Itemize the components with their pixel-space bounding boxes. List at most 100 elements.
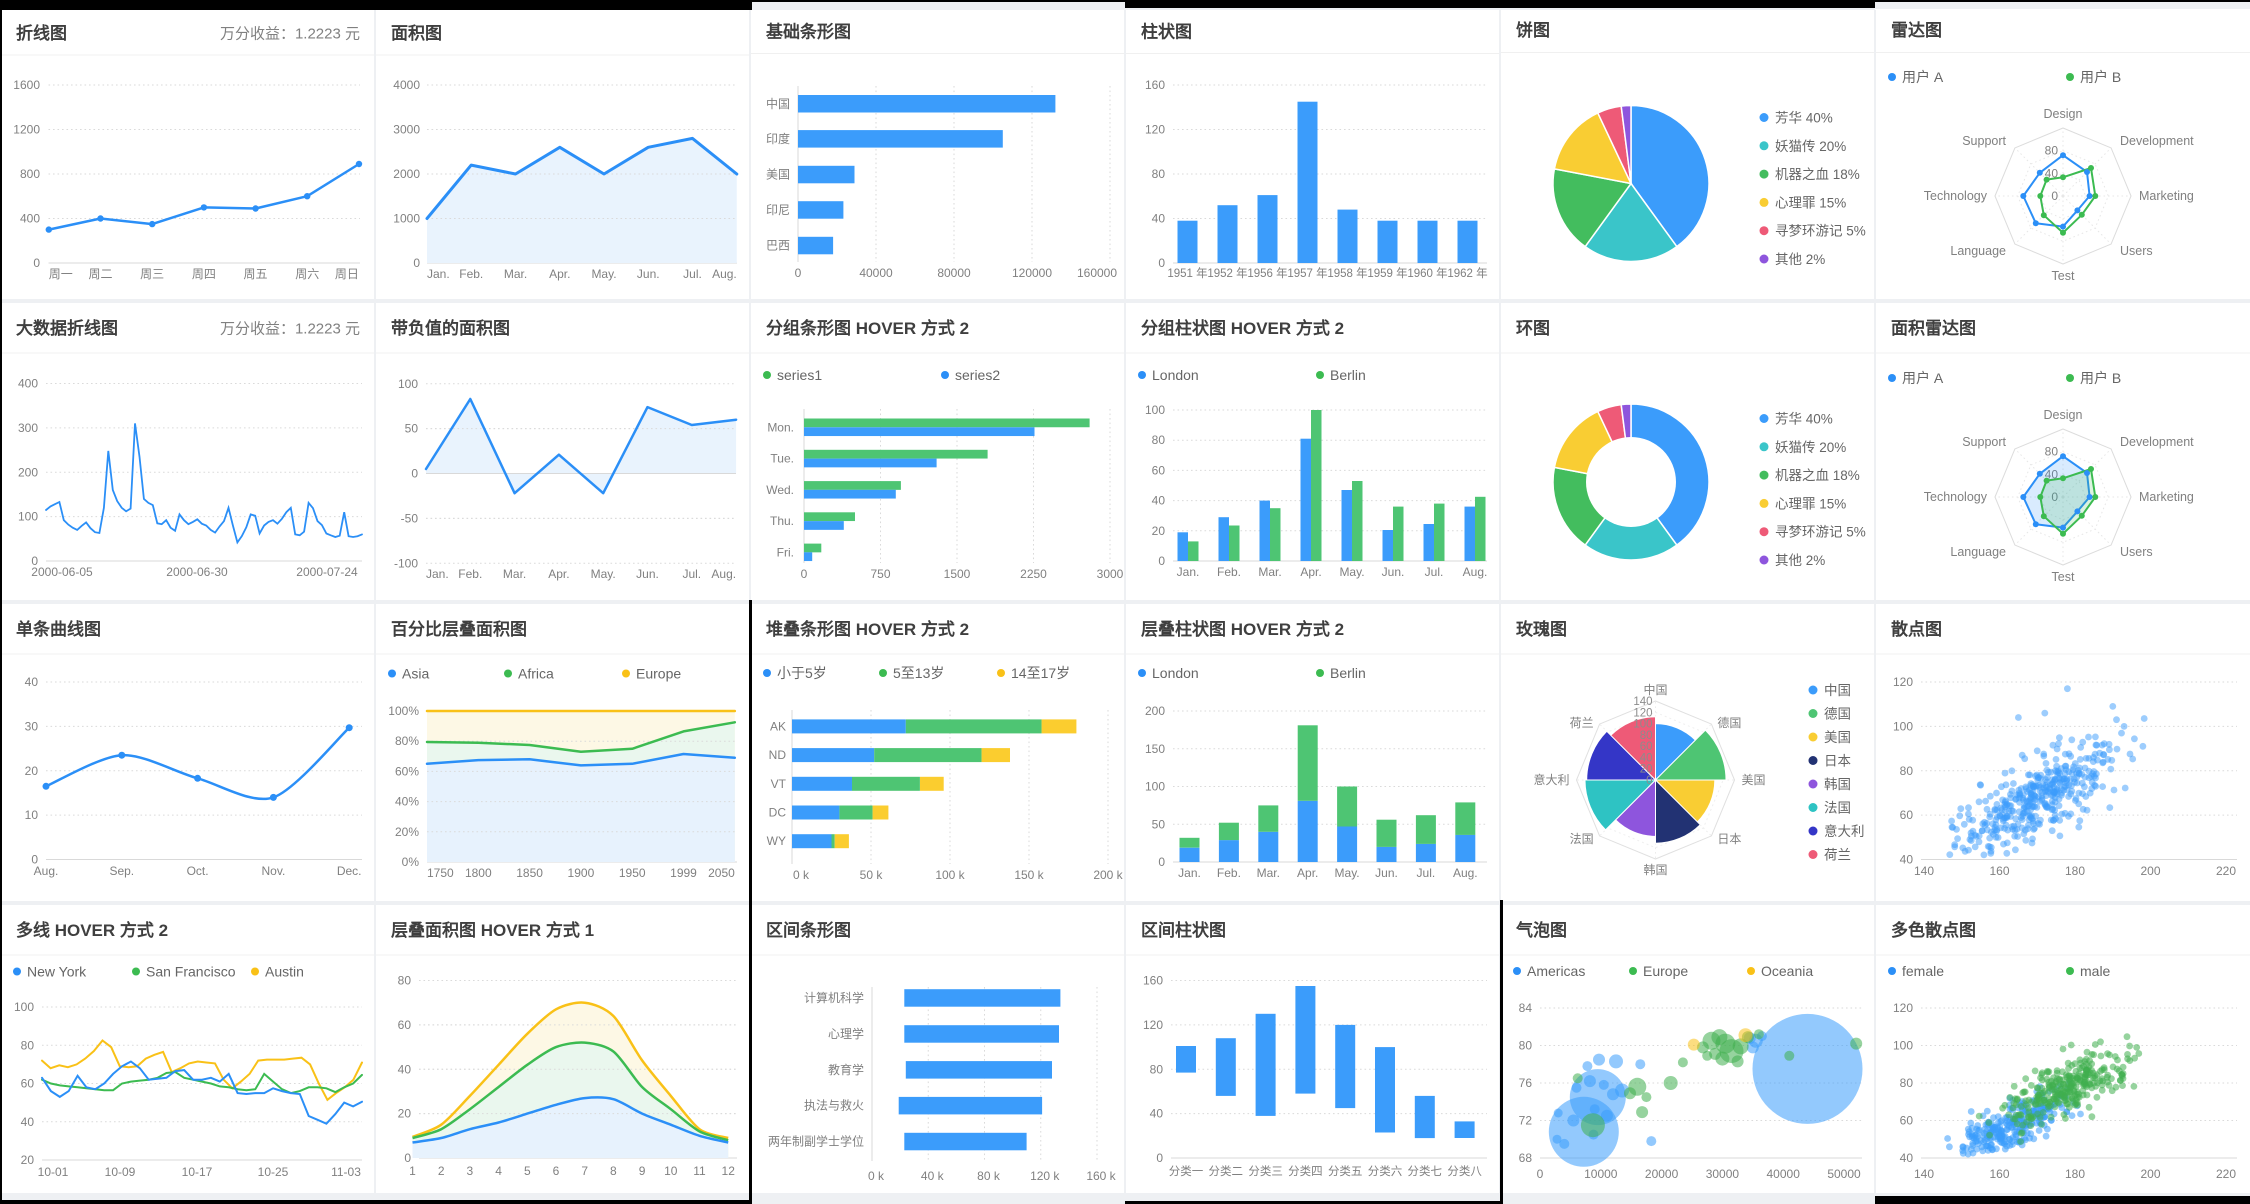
svg-text:Austin: Austin xyxy=(265,964,304,980)
svg-text:160 k: 160 k xyxy=(1086,1169,1116,1183)
svg-text:80%: 80% xyxy=(395,734,419,748)
svg-text:Oct.: Oct. xyxy=(187,864,209,878)
svg-text:教育学: 教育学 xyxy=(828,1062,864,1077)
svg-text:Support: Support xyxy=(1962,134,2006,148)
svg-text:5至13岁: 5至13岁 xyxy=(893,665,944,681)
svg-text:心理罪 15%: 心理罪 15% xyxy=(1775,496,1846,511)
svg-text:分类三: 分类三 xyxy=(1248,1164,1283,1178)
svg-text:妖猫传 20%: 妖猫传 20% xyxy=(1775,440,1846,455)
svg-text:分类八: 分类八 xyxy=(1447,1164,1482,1178)
svg-text:0: 0 xyxy=(1158,256,1165,270)
svg-text:60: 60 xyxy=(1640,741,1653,753)
svg-text:层叠面积图 HOVER 方式 1: 层叠面积图 HOVER 方式 1 xyxy=(391,920,594,940)
svg-text:散点图: 散点图 xyxy=(1891,619,1942,639)
svg-text:用户 B: 用户 B xyxy=(2080,370,2121,386)
svg-text:series1: series1 xyxy=(777,367,822,383)
svg-text:1960 年: 1960 年 xyxy=(1407,266,1447,280)
svg-text:Support: Support xyxy=(1962,435,2006,449)
svg-text:美国: 美国 xyxy=(1824,730,1851,745)
svg-text:0: 0 xyxy=(33,256,40,270)
svg-text:series2: series2 xyxy=(955,367,1000,383)
svg-text:80: 80 xyxy=(1152,433,1166,447)
svg-text:100: 100 xyxy=(1633,719,1652,731)
svg-text:1: 1 xyxy=(409,1164,416,1178)
svg-text:60%: 60% xyxy=(395,764,419,778)
svg-text:80: 80 xyxy=(21,1038,35,1052)
svg-text:周六: 周六 xyxy=(295,267,319,281)
svg-text:Asia: Asia xyxy=(402,666,429,682)
svg-text:区间条形图: 区间条形图 xyxy=(766,920,851,940)
svg-text:100: 100 xyxy=(18,510,38,524)
svg-text:1800: 1800 xyxy=(465,866,492,880)
svg-text:Apr.: Apr. xyxy=(548,567,569,581)
svg-text:Development: Development xyxy=(2120,134,2194,148)
svg-text:芳华 40%: 芳华 40% xyxy=(1775,111,1833,126)
svg-text:面积雷达图: 面积雷达图 xyxy=(1891,318,1976,338)
svg-text:荷兰: 荷兰 xyxy=(1824,848,1851,863)
svg-text:Wed.: Wed. xyxy=(766,483,794,497)
svg-text:1600: 1600 xyxy=(13,78,40,92)
svg-text:法国: 法国 xyxy=(1824,801,1851,816)
svg-text:周一: 周一 xyxy=(49,267,73,281)
svg-text:Jul.: Jul. xyxy=(682,567,701,581)
svg-text:0: 0 xyxy=(1158,554,1165,568)
svg-text:400: 400 xyxy=(18,377,38,391)
svg-text:Mon.: Mon. xyxy=(767,420,794,434)
svg-text:2000: 2000 xyxy=(393,167,420,181)
svg-text:80: 80 xyxy=(2045,445,2059,459)
svg-text:意大利: 意大利 xyxy=(1824,823,1865,839)
svg-text:Aug.: Aug. xyxy=(1463,565,1488,579)
svg-text:0 k: 0 k xyxy=(793,868,810,882)
svg-text:饼图: 饼图 xyxy=(1516,20,1550,40)
svg-text:Language: Language xyxy=(1950,244,2006,258)
svg-text:用户 B: 用户 B xyxy=(2080,69,2121,85)
svg-text:区间柱状图: 区间柱状图 xyxy=(1141,920,1226,940)
svg-text:Mar.: Mar. xyxy=(503,567,526,581)
svg-text:120: 120 xyxy=(1145,123,1165,137)
svg-text:Africa: Africa xyxy=(518,666,554,682)
svg-text:Feb.: Feb. xyxy=(1217,866,1241,880)
svg-text:160: 160 xyxy=(1143,974,1163,988)
svg-text:male: male xyxy=(2080,963,2111,979)
svg-text:10-09: 10-09 xyxy=(105,1165,136,1179)
svg-text:Aug.: Aug. xyxy=(711,567,736,581)
svg-text:20: 20 xyxy=(21,1153,35,1167)
svg-text:日本: 日本 xyxy=(1824,754,1852,769)
svg-text:12: 12 xyxy=(722,1164,736,1178)
svg-text:100: 100 xyxy=(1145,403,1165,417)
svg-text:执法与救火: 执法与救火 xyxy=(804,1098,864,1113)
svg-text:其他 2%: 其他 2% xyxy=(1775,252,1825,267)
svg-text:100: 100 xyxy=(1893,1039,1913,1053)
svg-text:3000: 3000 xyxy=(1097,567,1124,581)
svg-text:1000: 1000 xyxy=(393,212,420,226)
svg-text:雷达图: 雷达图 xyxy=(1891,20,1942,40)
svg-text:环图: 环图 xyxy=(1516,319,1550,338)
svg-text:10: 10 xyxy=(25,808,39,822)
svg-text:4000: 4000 xyxy=(393,78,420,92)
svg-text:120000: 120000 xyxy=(1012,266,1052,280)
svg-text:堆叠条形图 HOVER 方式 2: 堆叠条形图 HOVER 方式 2 xyxy=(766,619,969,639)
svg-text:寻梦环游记 5%: 寻梦环游记 5% xyxy=(1775,525,1866,540)
svg-text:Europe: Europe xyxy=(636,666,681,682)
svg-text:14至17岁: 14至17岁 xyxy=(1011,665,1070,681)
svg-text:40: 40 xyxy=(1152,212,1166,226)
svg-text:220: 220 xyxy=(2216,1167,2236,1181)
svg-text:日本: 日本 xyxy=(1717,832,1741,846)
svg-text:周四: 周四 xyxy=(192,267,216,281)
svg-text:Oceania: Oceania xyxy=(1761,963,1813,979)
svg-text:120 k: 120 k xyxy=(1030,1169,1060,1183)
svg-text:分类四: 分类四 xyxy=(1288,1164,1323,1178)
svg-text:Mar.: Mar. xyxy=(1258,565,1281,579)
svg-text:美国: 美国 xyxy=(766,168,790,182)
svg-text:1956 年: 1956 年 xyxy=(1247,266,1287,280)
svg-text:6: 6 xyxy=(553,1164,560,1178)
svg-text:Thu.: Thu. xyxy=(770,514,794,528)
svg-text:76: 76 xyxy=(1519,1076,1533,1090)
svg-text:Feb.: Feb. xyxy=(459,267,483,281)
svg-text:1957 年: 1957 年 xyxy=(1287,266,1327,280)
svg-text:芳华 40%: 芳华 40% xyxy=(1775,412,1833,427)
svg-text:分类五: 分类五 xyxy=(1328,1164,1363,1178)
svg-text:San Francisco: San Francisco xyxy=(146,964,236,980)
svg-text:1951 年: 1951 年 xyxy=(1167,266,1207,280)
svg-text:分类七: 分类七 xyxy=(1408,1164,1443,1178)
